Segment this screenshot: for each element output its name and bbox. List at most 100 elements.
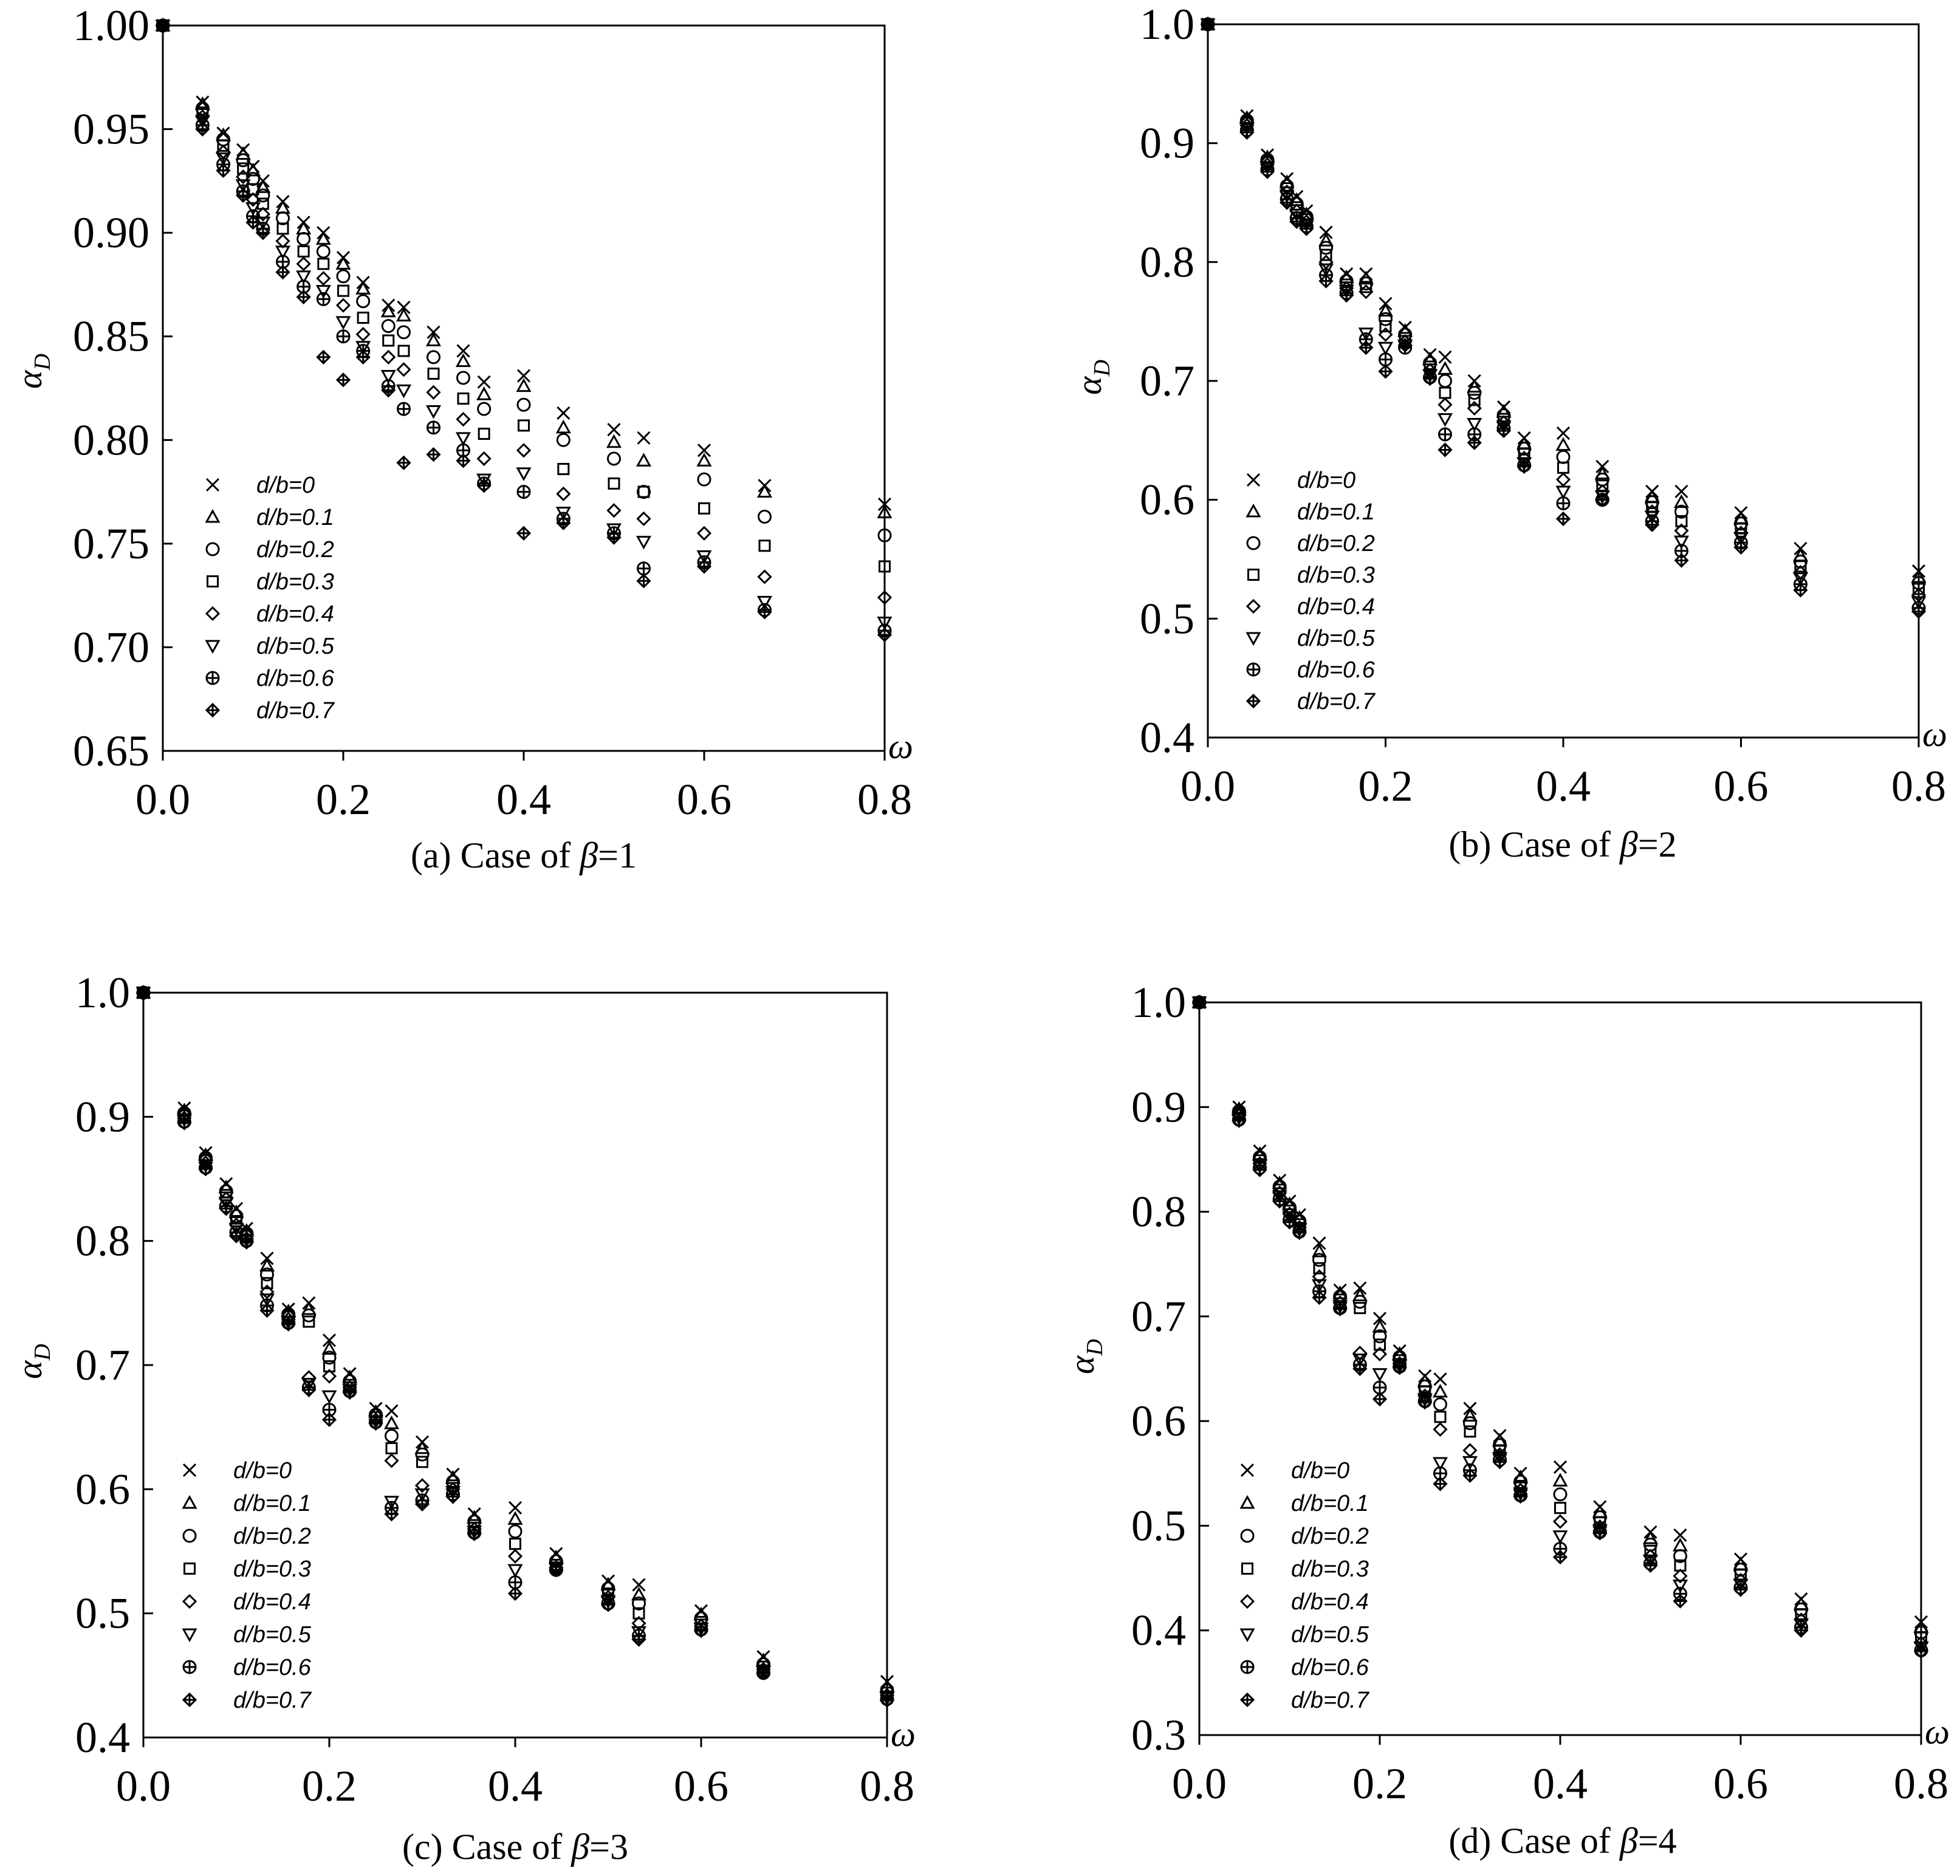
data-point-c-square [416,1456,428,1468]
data-point-a-diamond [757,569,772,584]
data-point-b-square [1675,515,1688,527]
data-point-a-square [317,258,330,270]
data-point-a-circle [396,325,411,340]
data-point-c-circle [385,1428,399,1443]
data-point-a-diamond-plus [456,453,471,468]
data-point-b-diamond-plus [1422,371,1437,386]
data-point-c-diamond-plus [693,1623,709,1638]
data-point-b-triangle-down [1467,417,1482,432]
data-point-b-diamond [1437,397,1453,413]
data-point-b-triangle-down [1644,510,1660,525]
legend-label-a: d/b=0.7 [256,698,335,724]
data-point-a-square [557,463,570,476]
data-point-b-circle-plus [1556,496,1571,511]
y-tick-label-b: 0.7 [1140,357,1194,405]
data-point-a-circle [356,294,371,309]
data-point-d-circle [1553,1487,1568,1502]
data-point-c-circle [508,1524,523,1539]
y-axis-ticks-a: 0.65 0.70 0.75 0.80 0.85 0.90 0.95 1.00 [73,1,173,775]
data-point-a-circle-plus [316,292,331,306]
legend-label-c: d/b=0 [233,1458,292,1484]
data-point-d-square [1434,1411,1447,1423]
data-point-a-circle-plus [516,485,531,499]
legend-label-a: d/b=0.2 [256,537,334,563]
data-point-c-diamond-plus [321,1412,337,1428]
legend-a: d/b=0 d/b=0.1 d/b=0.2 d/b=0.3 d/b=0.4 d/b=0.5… [205,473,335,724]
data-point-b-triangle-up [1318,233,1334,247]
data-point-b-square [1913,583,1925,595]
data-point-a-triangle-down [636,535,652,550]
data-point-c-diamond-plus [445,1489,461,1504]
data-point-b-diamond [1359,284,1374,300]
data-point-a-triangle-up [245,162,261,177]
legend-marker-d-triangle-up [1239,1494,1255,1509]
panel-d: 0.3 0.4 0.5 0.6 0.7 0.8 0.9 1.0 0.0 0.2 0.4 0.6 0.8… [1062,978,1950,1861]
data-point-a-triangle-up [396,307,412,322]
data-point-d-diamond-plus [1352,1361,1368,1377]
data-point-d-diamond-plus [1292,1225,1307,1241]
data-point-a-triangle-up [315,231,331,245]
legend-marker-c-diamond-plus [182,1692,197,1708]
data-point-d-triangle-down [1793,1618,1809,1632]
y-tick-label-a: 0.85 [73,312,149,361]
data-point-c-circle [259,1267,274,1282]
data-point-d-triangle-down [1672,1580,1688,1594]
legend-marker-b-triangle-down [1246,632,1261,646]
data-point-b-diamond-plus [1793,583,1808,598]
data-point-a-diamond-plus [316,349,331,365]
data-point-c-diamond [507,1549,523,1564]
data-point-b-diamond-plus [1259,164,1275,179]
data-point-c-triangle-down [445,1485,461,1500]
legend-label-b: d/b=0.6 [1297,657,1376,683]
data-point-a-circle-plus [637,561,651,576]
legend-label-b: d/b=0.5 [1297,626,1376,651]
legend-label-c: d/b=0.3 [233,1556,311,1582]
data-point-b-diamond-plus [1733,539,1749,555]
data-point-d-square [1354,1302,1366,1315]
data-point-b-triangle-down [1377,341,1394,356]
data-point-b-diamond [1467,400,1482,416]
x-tick-label-b: 0.4 [1536,762,1591,810]
legend-marker-a-circle [205,542,220,556]
data-point-b-triangle-up [1377,303,1394,317]
data-point-d-diamond-plus [1794,1623,1809,1638]
data-point-a-triangle-down [425,405,442,419]
data-point-d-diamond [1552,1514,1568,1529]
legend-label-d: d/b=0.5 [1291,1622,1369,1648]
data-point-d-circle [1463,1416,1477,1431]
data-point-d-diamond-plus [1513,1489,1528,1504]
data-point-b-diamond-plus [1200,16,1216,32]
data-point-c-diamond-plus [342,1385,357,1400]
data-point-a-circle-plus [427,420,440,435]
data-point-a-square [196,106,209,119]
data-point-b-circle [1674,504,1689,519]
data-point-a-triangle-up [235,146,251,160]
caption-a: (a) Case of β=1 [411,835,637,875]
legend-label-b: d/b=0 [1297,468,1355,493]
data-point-b-cross [1438,350,1452,364]
y-tick-label-c: 0.4 [75,1713,130,1762]
data-point-a-diamond [236,169,251,185]
data-point-b-cross [1556,426,1571,440]
data-point-a-circle [877,528,892,543]
data-point-d-triangle-up [1432,1383,1448,1398]
data-point-b-triangle-up [1555,437,1571,451]
data-point-c-cross [322,1333,337,1347]
data-point-b-cross [1674,484,1688,499]
data-point-c-cross [508,1501,523,1515]
legend-marker-d-triangle-down [1239,1628,1255,1643]
legend-marker-b-circle-plus [1246,662,1261,677]
data-point-c-triangle-down [507,1564,523,1578]
data-point-b-circle [1467,386,1482,400]
data-point-a-square [879,560,891,573]
data-point-b-diamond-plus [1437,442,1453,457]
data-point-a-diamond-plus [335,372,351,388]
y-tick-label-c: 0.6 [75,1465,130,1513]
data-point-a-circle [256,188,270,203]
legend-label-c: d/b=0.7 [233,1688,312,1713]
data-point-d-triangle-up [1642,1530,1659,1544]
y-tick-label-b: 0.9 [1140,119,1194,168]
data-point-a-square [237,162,250,175]
data-point-b-square [1794,560,1807,573]
data-point-a-triangle-down [245,202,261,216]
